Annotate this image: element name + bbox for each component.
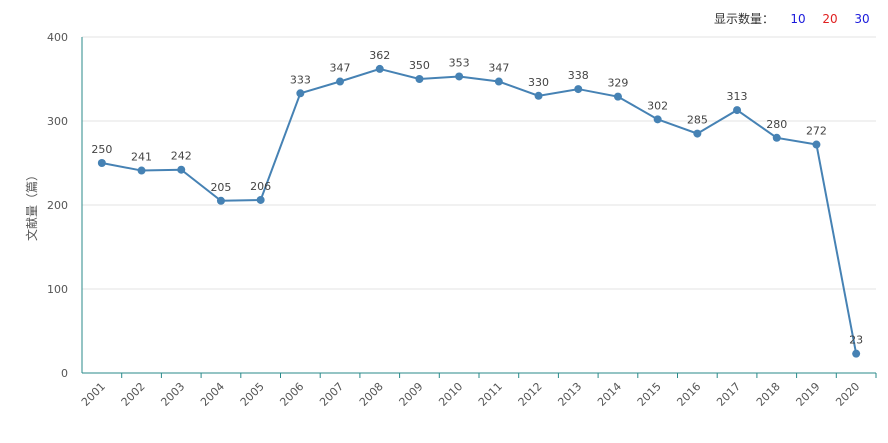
- x-tick-label: 2006: [277, 380, 306, 409]
- data-label: 329: [607, 77, 628, 90]
- data-label: 206: [250, 180, 271, 193]
- data-label: 333: [290, 73, 311, 86]
- y-tick-label: 400: [47, 31, 68, 44]
- data-point[interactable]: [613, 92, 622, 101]
- y-axis-title: 文献量（篇）: [24, 169, 39, 241]
- data-point[interactable]: [693, 129, 702, 138]
- series-line: [101, 67, 858, 354]
- y-tick-label: 100: [47, 283, 68, 296]
- x-tick-label: 2002: [119, 380, 148, 409]
- data-label: 272: [806, 125, 827, 138]
- data-point[interactable]: [415, 75, 424, 83]
- data-label: 302: [647, 99, 668, 112]
- data-label: 313: [727, 90, 748, 103]
- x-tick-label: 2017: [714, 380, 743, 409]
- display-count-selector: 显示数量： 10 20 30: [714, 10, 878, 27]
- count-option-30[interactable]: 30: [854, 11, 870, 26]
- data-point[interactable]: [256, 195, 265, 204]
- data-point[interactable]: [137, 166, 146, 175]
- data-label: 285: [687, 114, 708, 127]
- x-tick-label: 2004: [198, 380, 227, 409]
- x-tick-label: 2015: [635, 380, 664, 409]
- data-label: 23: [849, 334, 863, 347]
- data-point[interactable]: [336, 77, 345, 86]
- data-point[interactable]: [216, 196, 225, 205]
- data-point[interactable]: [177, 165, 186, 174]
- x-tick-label: 2010: [436, 380, 465, 409]
- y-tick-label: 300: [47, 115, 68, 128]
- count-option-20[interactable]: 20: [822, 11, 838, 26]
- data-label: 347: [488, 62, 509, 75]
- data-label: 347: [330, 62, 351, 75]
- data-label: 241: [131, 151, 152, 164]
- data-label: 362: [369, 49, 390, 62]
- data-label: 242: [171, 150, 192, 163]
- data-point[interactable]: [653, 115, 662, 124]
- data-point[interactable]: [772, 133, 781, 142]
- count-option-10[interactable]: 10: [790, 11, 806, 26]
- x-tick-label: 2013: [555, 380, 584, 409]
- x-tick-label: 2003: [158, 380, 187, 409]
- y-tick-label: 200: [47, 199, 68, 212]
- x-tick-label: 2011: [476, 380, 505, 409]
- data-point[interactable]: [494, 77, 503, 86]
- data-point[interactable]: [97, 159, 106, 167]
- x-tick-label: 2012: [516, 380, 545, 409]
- data-point[interactable]: [455, 72, 464, 81]
- x-tick-label: 2020: [833, 380, 862, 409]
- data-point[interactable]: [296, 89, 305, 98]
- data-label: 280: [766, 118, 787, 131]
- data-point[interactable]: [852, 349, 861, 358]
- data-point[interactable]: [375, 64, 384, 73]
- data-point[interactable]: [733, 106, 742, 115]
- x-tick-label: 2016: [674, 380, 703, 409]
- x-tick-label: 2007: [317, 380, 346, 409]
- x-tick-label: 2019: [794, 380, 823, 409]
- display-count-label: 显示数量：: [713, 12, 774, 26]
- x-tick-label: 2008: [357, 380, 386, 409]
- x-tick-label: 2005: [238, 380, 267, 409]
- x-tick-label: 2009: [397, 380, 426, 409]
- y-tick-label: 0: [61, 367, 68, 380]
- data-label: 250: [91, 143, 112, 156]
- data-point[interactable]: [534, 91, 543, 100]
- data-label: 338: [568, 69, 589, 82]
- x-tick-label: 2001: [79, 380, 108, 409]
- data-label: 330: [528, 76, 549, 89]
- data-point[interactable]: [812, 140, 821, 149]
- data-label: 205: [210, 181, 231, 194]
- data-label: 350: [409, 59, 430, 72]
- x-tick-label: 2018: [754, 380, 783, 409]
- data-point[interactable]: [574, 85, 583, 94]
- x-tick-label: 2014: [595, 380, 624, 409]
- data-label: 353: [449, 56, 470, 69]
